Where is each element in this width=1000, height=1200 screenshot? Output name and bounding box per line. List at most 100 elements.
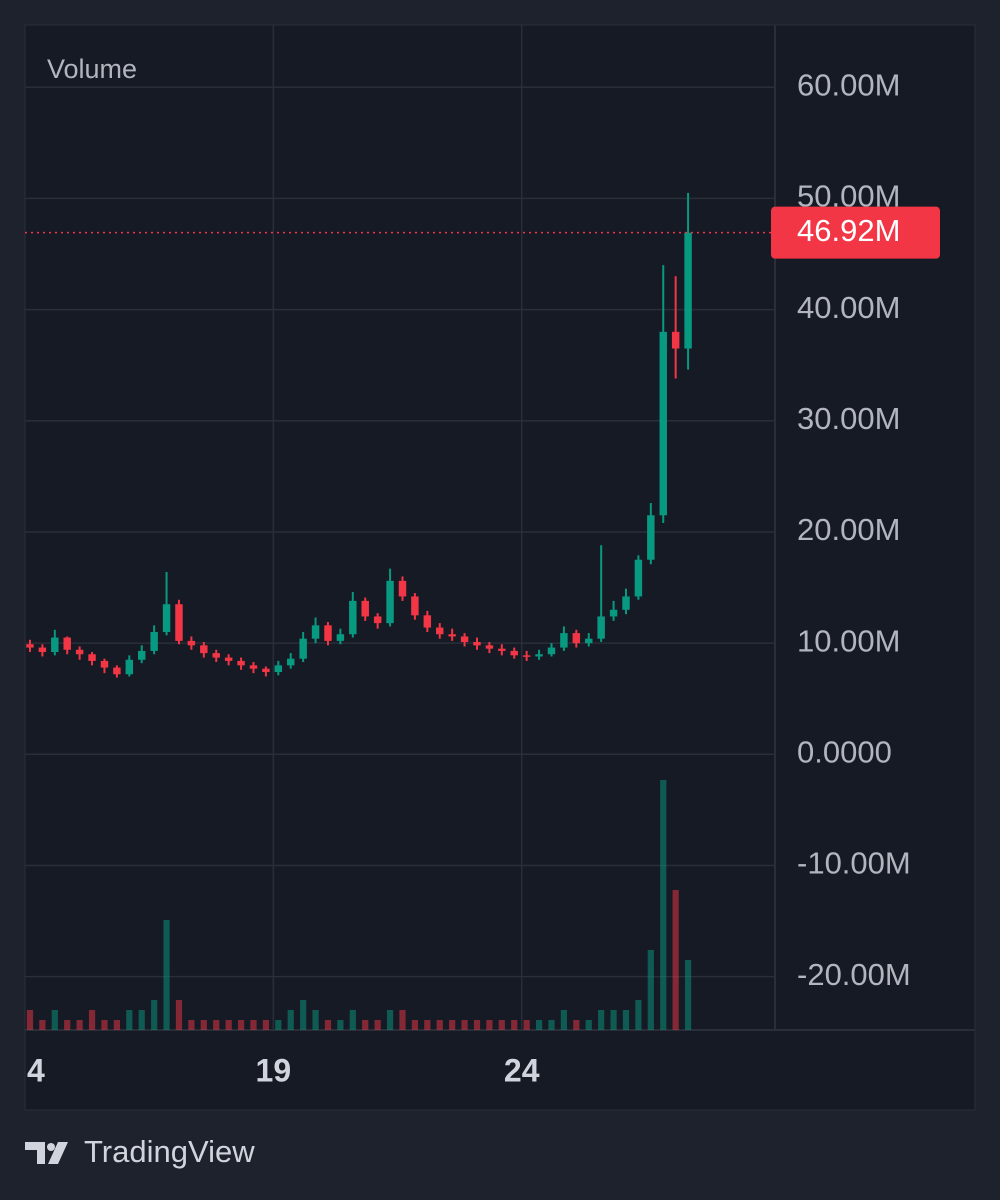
candle-body <box>100 660 109 668</box>
overlay-label: Volume <box>47 54 137 84</box>
volume-bar <box>88 1010 96 1030</box>
volume-bar <box>262 1020 269 1030</box>
logo-mark <box>25 1142 68 1164</box>
volume-bar <box>635 1000 642 1030</box>
volume-bar <box>175 1000 183 1030</box>
y-tick-label: 30.00M <box>797 401 900 436</box>
x-tick-label: 24 <box>504 1052 540 1088</box>
volume-bar <box>349 1010 356 1030</box>
volume-bar <box>213 1020 220 1030</box>
volume-bar <box>312 1010 319 1030</box>
last-price-badge <box>771 206 940 259</box>
volume-bar <box>237 1020 245 1030</box>
candle-body <box>373 616 382 624</box>
volume-bar <box>151 1000 158 1030</box>
candle-body <box>175 604 183 641</box>
volume-bar <box>39 1020 46 1030</box>
candle-body <box>224 657 233 661</box>
volume-bar <box>287 1010 294 1030</box>
candle-body <box>187 640 196 646</box>
x-tick-label: 19 <box>256 1052 292 1088</box>
volume-bar <box>337 1020 344 1030</box>
volume-bar <box>424 1020 431 1030</box>
candle-body <box>125 659 134 675</box>
candle-body <box>26 644 34 648</box>
candle-body <box>634 559 643 597</box>
chart-panel <box>24 24 976 1111</box>
candle-body <box>535 654 543 657</box>
candle-body <box>75 649 84 655</box>
candle-body <box>200 645 208 654</box>
candle-body <box>585 638 593 644</box>
candle-body <box>411 596 419 616</box>
volume-bar <box>200 1020 207 1030</box>
candle-body <box>88 654 96 661</box>
candle-body <box>460 636 469 643</box>
volume-bar <box>598 1010 605 1030</box>
candle-body <box>349 600 357 635</box>
candle-body <box>498 648 506 651</box>
volume-bar <box>498 1020 505 1030</box>
y-tick-label: -20.00M <box>797 957 911 992</box>
volume-bar <box>684 960 692 1030</box>
candle-body <box>684 232 692 349</box>
candle-body <box>249 665 258 669</box>
last-price-label: 46.92M <box>797 213 900 248</box>
volume-bar <box>275 1020 282 1030</box>
candle-body <box>647 515 655 560</box>
volume-bar <box>26 1010 34 1030</box>
volume-bar <box>610 1010 617 1030</box>
candle-body <box>386 580 394 624</box>
candle-body <box>361 600 369 617</box>
candle-body <box>63 637 71 650</box>
volume-bar <box>486 1020 493 1030</box>
volume-bar <box>461 1020 468 1030</box>
y-tick-label: -10.00M <box>797 846 911 881</box>
volume-bar <box>672 890 679 1030</box>
volume-bar <box>225 1020 232 1030</box>
volume-bar <box>399 1010 406 1030</box>
tradingview-logo: TradingView <box>25 1134 255 1169</box>
brand-name: TradingView <box>84 1134 255 1169</box>
candle-body <box>473 642 481 646</box>
volume-bar <box>523 1020 530 1030</box>
volume-bar <box>362 1020 369 1030</box>
candle-body <box>162 604 171 633</box>
candle-body <box>336 634 345 641</box>
candle-body <box>423 615 432 628</box>
candle-body <box>150 632 158 651</box>
volume-bar <box>163 920 170 1030</box>
candle-body <box>311 625 320 639</box>
volume-bar <box>76 1020 83 1030</box>
candle-body <box>324 625 332 641</box>
volume-bar <box>411 1020 419 1030</box>
candle-body <box>237 660 245 666</box>
volume-bar <box>188 1020 195 1030</box>
candle-body <box>510 650 518 656</box>
volume-bar <box>449 1020 456 1030</box>
candle-body <box>547 647 556 655</box>
y-tick-label: 0.0000 <box>797 734 892 769</box>
candle-body <box>659 331 667 516</box>
candle-body <box>671 331 680 349</box>
y-tick-label: 60.00M <box>797 67 900 102</box>
volume-bar <box>560 1010 568 1030</box>
volume-bar <box>138 1010 145 1030</box>
candle-body <box>212 653 220 658</box>
candle-body <box>398 580 407 597</box>
y-tick-label: 40.00M <box>797 290 900 325</box>
candle-body <box>38 647 47 653</box>
volume-bar <box>300 1000 307 1030</box>
volume-bar <box>250 1020 257 1030</box>
volume-bar <box>64 1020 71 1030</box>
volume-bar <box>511 1020 518 1030</box>
candle-body <box>609 609 618 617</box>
candle-body <box>560 633 568 648</box>
candle-body <box>572 633 581 644</box>
y-tick-label: 20.00M <box>797 512 900 547</box>
volume-bar <box>622 1010 630 1030</box>
volume-bar <box>386 1010 394 1030</box>
volume-bar <box>535 1020 543 1030</box>
volume-bar <box>374 1020 381 1030</box>
